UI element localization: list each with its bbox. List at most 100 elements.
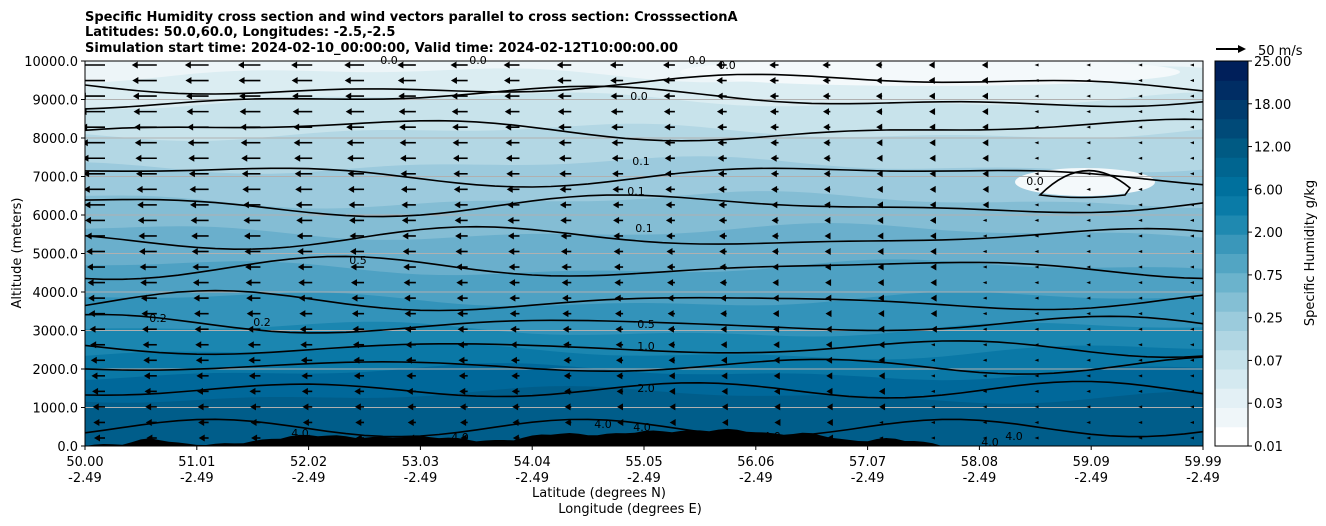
wind-vector: [982, 234, 987, 238]
wind-vector-head: [344, 77, 351, 85]
wind-vector: [139, 248, 157, 255]
wind-vector-head: [982, 108, 989, 116]
wind-vector-head: [667, 279, 674, 287]
wind-vector-head: [139, 248, 146, 255]
wind-vector-head: [929, 123, 936, 131]
wind-vector: [294, 154, 313, 162]
wind-vector: [506, 185, 520, 193]
wind-vector: [667, 310, 675, 318]
contour-closed: [1038, 169, 1132, 199]
wind-vector-head: [613, 216, 620, 224]
wind-vector: [295, 201, 313, 209]
wind-vector: [141, 310, 157, 318]
wind-vector-head: [243, 216, 250, 224]
wind-vector: [929, 185, 936, 193]
wind-vector-head: [350, 279, 357, 287]
wind-vector-head: [769, 77, 776, 85]
contour-line: [85, 289, 1203, 312]
wind-vector: [982, 170, 989, 178]
wind-vector: [248, 356, 261, 364]
wind-vector-head: [824, 201, 831, 209]
x-tick-lon: -2.49: [739, 471, 773, 486]
wind-vector: [876, 123, 883, 131]
y-tick-label: 4000.0: [33, 286, 79, 301]
wind-vector: [249, 403, 261, 411]
wind-vector-head: [982, 296, 987, 300]
wind-vector-head: [609, 61, 616, 69]
wind-vector: [1138, 296, 1143, 300]
wind-vector-head: [407, 403, 414, 411]
wind-vector-head: [562, 325, 569, 333]
wind-vector: [664, 123, 675, 131]
wind-vector-head: [928, 61, 935, 69]
wind-vector: [509, 279, 520, 287]
wind-vector-head: [663, 61, 670, 69]
wind-vector-head: [614, 294, 621, 302]
wind-vector-head: [135, 170, 142, 178]
wind-vector: [879, 403, 886, 411]
wind-vector-head: [455, 232, 462, 240]
wind-vector: [454, 201, 468, 209]
wind-vector: [772, 310, 779, 318]
colorbar-tick-label: 6.00: [1254, 183, 1283, 198]
wind-vector: [90, 356, 105, 364]
wind-vector: [928, 77, 935, 85]
colorbar-tick-label: 18.00: [1254, 98, 1291, 113]
wind-vector: [929, 201, 936, 209]
x-tick-lat: 51.01: [178, 455, 215, 470]
wind-vector: [615, 325, 624, 333]
wind-vector-head: [563, 341, 570, 349]
wind-vector-head: [1034, 405, 1039, 409]
wind-vector: [247, 325, 261, 333]
wind-vector-head: [346, 123, 353, 131]
wind-vector-head: [455, 263, 462, 271]
wind-vector-head: [190, 216, 197, 224]
wind-vector-head: [1086, 343, 1091, 347]
wind-vector: [612, 185, 624, 193]
wind-vector-head: [505, 154, 512, 162]
wind-vector-head: [770, 170, 777, 178]
wind-vector: [773, 341, 780, 349]
wind-vector-head: [825, 310, 832, 318]
wind-vector-head: [248, 356, 255, 364]
wind-vector: [1034, 405, 1039, 409]
wind-vector-head: [668, 356, 675, 364]
wind-vector-head: [1190, 110, 1194, 114]
wind-vector: [563, 356, 572, 364]
wind-vector-head: [1034, 156, 1039, 160]
wind-vector-head: [612, 201, 619, 209]
wind-vector-head: [877, 263, 884, 271]
wind-vector-head: [1086, 265, 1091, 269]
wind-vector-head: [250, 418, 257, 426]
wind-vector-head: [1138, 358, 1143, 362]
wind-vector-head: [559, 185, 566, 193]
wind-vector-head: [610, 108, 617, 116]
wind-vector: [717, 123, 727, 131]
wind-vector-head: [878, 325, 885, 333]
colorbar: 0.01 0.03 0.07 0.25 0.75 2.00 6.00 12.00 18.00 25…: [1214, 55, 1291, 455]
contour-line: [85, 194, 1203, 218]
wind-vector-head: [506, 170, 513, 178]
wind-vector: [507, 232, 520, 240]
wind-vector-head: [85, 185, 90, 193]
wind-vector-head: [665, 170, 672, 178]
wind-vector: [292, 108, 313, 116]
wind-vector-head: [564, 403, 571, 411]
wind-vector-head: [400, 154, 407, 162]
wind-vector: [145, 418, 157, 426]
wind-vector: [613, 216, 624, 224]
wind-vector-head: [355, 434, 362, 442]
y-tick-label: 5000.0: [33, 248, 79, 263]
wind-vector: [1034, 327, 1039, 331]
wind-vector: [1086, 203, 1091, 207]
wind-vector-head: [455, 248, 462, 255]
wind-vector-head: [1138, 94, 1143, 98]
wind-vector-head: [1034, 358, 1039, 362]
wind-vector: [615, 341, 624, 349]
wind-vector: [504, 108, 520, 116]
wind-vector-head: [825, 341, 832, 349]
wind-vector-head: [294, 154, 301, 162]
wind-vector: [930, 310, 937, 318]
wind-vector-head: [878, 387, 885, 395]
wind-vector-head: [564, 387, 571, 395]
